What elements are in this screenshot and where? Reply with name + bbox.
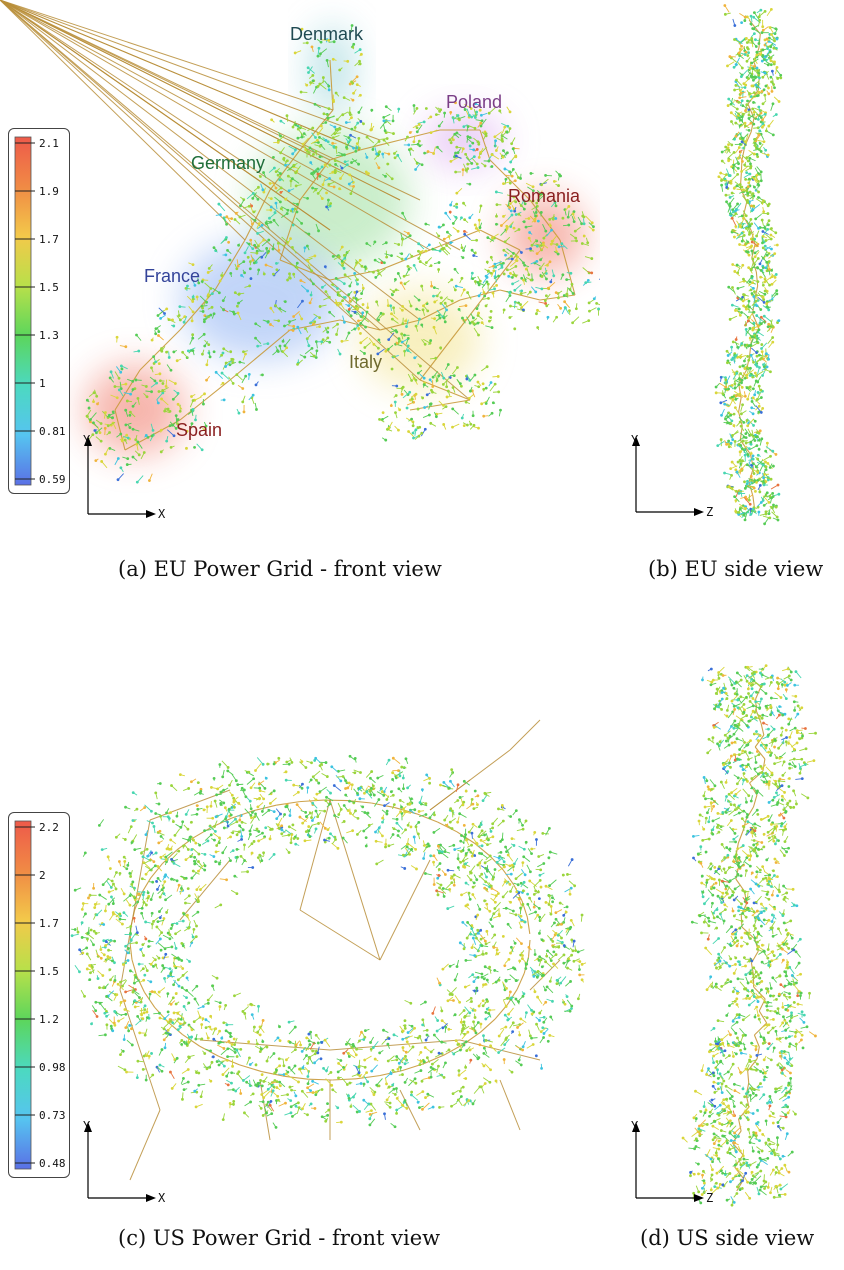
colorbar-tick-label: 2.2 bbox=[39, 821, 59, 834]
region-label-romania: Romania bbox=[508, 186, 581, 206]
us-side-axes: Y Z bbox=[631, 1119, 713, 1204]
colorbar-tick-label: 0.98 bbox=[39, 1061, 66, 1074]
colorbar-tick-label: 1 bbox=[39, 377, 46, 390]
eu-side-axes: Y Z bbox=[631, 433, 713, 518]
region-label-spain: Spain bbox=[176, 420, 223, 440]
axis-x-label: X bbox=[158, 1191, 166, 1204]
colorbar-tick-label: 1.7 bbox=[39, 917, 59, 930]
colorbar-tick-label: 1.9 bbox=[39, 185, 59, 198]
colorbar-tick-label: 0.59 bbox=[39, 473, 66, 486]
eu-side-graph bbox=[714, 4, 783, 526]
axis-y-label: Y bbox=[83, 433, 91, 447]
panel-eu-front: 2.1 1.9 1.7 1.5 1.3 1 0.81 0.59 Denmark Poland … bbox=[0, 0, 600, 581]
colorbar-tick-label: 1.3 bbox=[39, 329, 59, 342]
colorbar-tick-label: 2.1 bbox=[39, 137, 59, 150]
region-glow bbox=[360, 290, 480, 390]
panel-us-side: Y Z (d) US side view bbox=[620, 660, 844, 1270]
axis-z-label: Z bbox=[706, 505, 713, 518]
axis-y-label: Y bbox=[83, 1119, 91, 1133]
colorbar-tick-label: 1.2 bbox=[39, 1013, 59, 1026]
colorbar-gradient bbox=[14, 136, 32, 486]
region-label-italy: Italy bbox=[349, 352, 383, 372]
panel-us-front: 2.2 2 1.7 1.5 1.2 0.98 0.73 0.48 Y X (c) US Pow… bbox=[0, 660, 600, 1270]
colorbar-tick-label: 0.81 bbox=[39, 425, 66, 438]
eu-colorbar: 2.1 1.9 1.7 1.5 1.3 1 0.81 0.59 bbox=[8, 128, 70, 494]
region-label-denmark: Denmark bbox=[290, 24, 364, 44]
region-glow bbox=[180, 240, 340, 360]
caption-c: (c) US Power Grid - front view bbox=[118, 1226, 441, 1250]
eu-front-axes: Y X bbox=[83, 433, 166, 518]
us-front-graph bbox=[70, 719, 587, 1181]
region-label-poland: Poland bbox=[446, 92, 503, 112]
caption-d: (d) US side view bbox=[640, 1226, 815, 1250]
axis-x-label: X bbox=[158, 507, 166, 518]
colorbar-tick-label: 0.48 bbox=[39, 1157, 66, 1170]
network bbox=[714, 4, 783, 526]
us-side-graph bbox=[681, 664, 817, 1207]
network bbox=[681, 664, 817, 1207]
axis-y-label: Y bbox=[631, 433, 639, 447]
colorbar-tick-label: 0.73 bbox=[39, 1109, 66, 1122]
region-label-france: France bbox=[144, 266, 201, 286]
us-colorbar: 2.2 2 1.7 1.5 1.2 0.98 0.73 0.48 bbox=[8, 812, 70, 1178]
region-glow bbox=[424, 112, 504, 168]
eu-front-graph bbox=[0, 0, 600, 484]
us-front-axes: Y X bbox=[83, 1119, 166, 1204]
caption-a: (a) EU Power Grid - front view bbox=[118, 557, 442, 581]
caption-b: (b) EU side view bbox=[648, 557, 824, 581]
panel-eu-side: Y Z (b) EU side view bbox=[620, 0, 844, 600]
colorbar-tick-label: 1.5 bbox=[39, 965, 59, 978]
network bbox=[0, 0, 600, 484]
region-glow bbox=[250, 130, 410, 270]
axis-y-label: Y bbox=[631, 1119, 639, 1133]
colorbar-tick-label: 1.7 bbox=[39, 233, 59, 246]
colorbar-tick-label: 1.5 bbox=[39, 281, 59, 294]
region-glow bbox=[505, 195, 585, 275]
colorbar-tick-label: 2 bbox=[39, 869, 46, 882]
colorbar-gradient bbox=[14, 820, 32, 1170]
region-glow bbox=[310, 25, 354, 115]
axis-z-label: Z bbox=[706, 1191, 713, 1204]
network bbox=[70, 719, 587, 1181]
region-label-germany: Germany bbox=[191, 153, 266, 173]
